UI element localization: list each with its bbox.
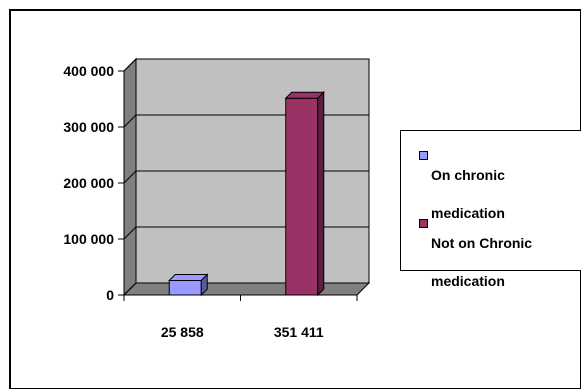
gridline [123, 58, 369, 72]
x-category-label: 25 858 [161, 324, 204, 340]
y-tick-label: 0 [106, 287, 114, 303]
y-tick-label: 400 000 [63, 63, 114, 79]
bar [168, 273, 209, 297]
bars [168, 91, 325, 297]
bar [284, 91, 325, 297]
legend-label-on-chronic-line1: On chronic [431, 167, 505, 183]
bar-front [168, 280, 202, 296]
bar-side [317, 91, 325, 297]
y-tick-label: 200 000 [63, 175, 114, 191]
y-tick-label: 100 000 [63, 231, 114, 247]
legend: On chronic medication Not on Chronic med… [400, 130, 581, 289]
legend-item-not-on-chronic: Not on Chronic medication [419, 215, 532, 291]
legend-label-not-on-chronic-line1: Not on Chronic [431, 235, 533, 251]
legend-label-not-on-chronic-line2: medication [431, 273, 505, 289]
bar-side [200, 273, 208, 297]
legend-swatch-on-chronic [419, 151, 428, 160]
legend-swatch-not-on-chronic [419, 219, 428, 228]
axes: 0 100 000 200 000 300 000 400 000 25 858 351 4… [63, 63, 358, 340]
bar-front [285, 97, 319, 296]
plot-floor [122, 282, 371, 296]
legend-label-on-chronic-line2: medication [431, 205, 505, 221]
plot-area [122, 57, 371, 297]
legend-item-on-chronic: On chronic medication [419, 147, 505, 223]
x-category-label: 351 411 [274, 324, 324, 340]
y-tick-label: 300 000 [63, 119, 114, 135]
